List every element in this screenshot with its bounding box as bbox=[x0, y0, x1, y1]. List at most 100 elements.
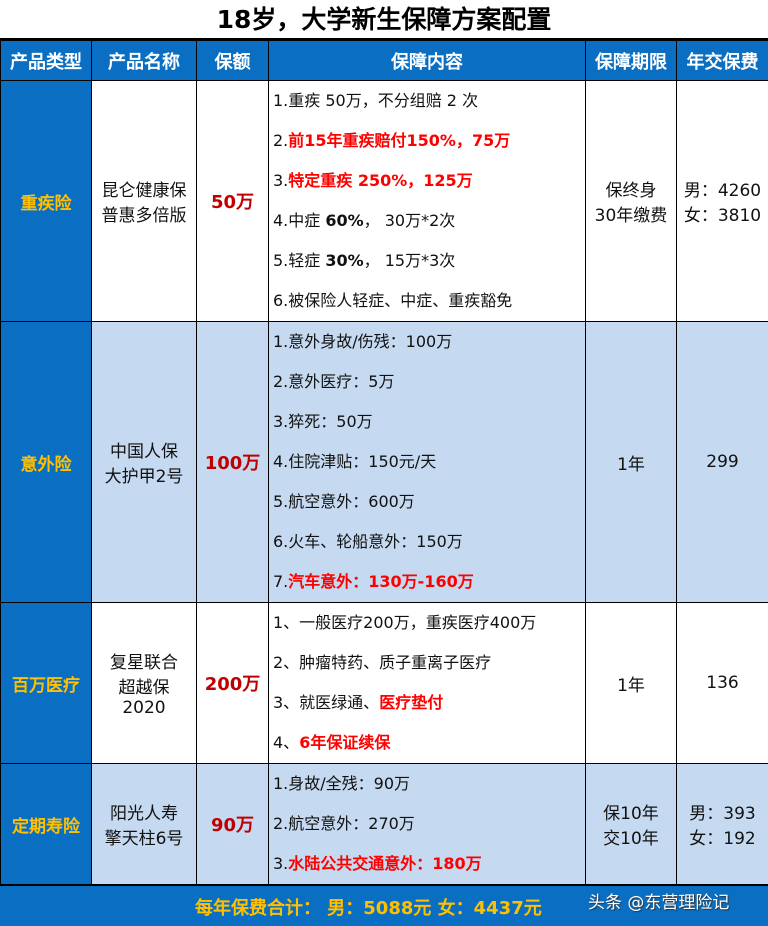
coverage-text: 水陆公共交通意外：180万 bbox=[288, 854, 481, 873]
coverage-text: 2、肿瘤特药、质子重离子医疗 bbox=[273, 653, 491, 672]
term-line: 30年缴费 bbox=[586, 201, 676, 226]
coverage-text: 3. bbox=[273, 854, 288, 873]
coverage-item: 7.汽车意外：130万-160万 bbox=[273, 562, 585, 602]
coverage-text: ， 15万*3次 bbox=[364, 251, 456, 270]
product-name-line: 2020 bbox=[92, 698, 196, 718]
page-title: 18岁，大学新生保障方案配置 bbox=[0, 0, 768, 40]
product-name-line: 大护甲2号 bbox=[92, 462, 196, 487]
coverage-item: 3.水陆公共交通意外：180万 bbox=[273, 844, 585, 884]
annual-total: 每年保费合计： 男：5088元 女：4437元 bbox=[195, 894, 542, 920]
coverage-text: 特定重疾 250%，125万 bbox=[288, 171, 472, 190]
term-line: 保10年 bbox=[586, 799, 676, 824]
header-row: 产品类型产品名称保额保障内容保障期限年交保费 bbox=[1, 41, 768, 81]
premium-line: 男：393 bbox=[677, 799, 768, 824]
term-line: 交10年 bbox=[586, 824, 676, 849]
coverage-amount: 90万 bbox=[197, 764, 269, 885]
coverage-amount: 50万 bbox=[197, 81, 269, 322]
product-name-line: 昆仑健康保 bbox=[92, 176, 196, 201]
coverage-text: 2.航空意外：270万 bbox=[273, 814, 415, 833]
annual-premium: 299 bbox=[677, 322, 768, 603]
coverage-text: 30% bbox=[325, 251, 363, 270]
coverage-item: 4.中症 60%， 30万*2次 bbox=[273, 201, 585, 241]
coverage-text: 60% bbox=[325, 211, 363, 230]
coverage-text: 前15年重疾赔付150%，75万 bbox=[288, 131, 510, 150]
watermark: 头条 @东营理险记 bbox=[588, 888, 729, 913]
coverage-content: 1.身故/全残：90万 2.航空意外：270万 3.水陆公共交通意外：180万 bbox=[269, 764, 586, 885]
premium-line: 136 bbox=[677, 673, 768, 693]
coverage-text: 5.轻症 bbox=[273, 251, 325, 270]
coverage-text: 2. bbox=[273, 131, 288, 150]
column-header: 产品名称 bbox=[92, 41, 197, 81]
coverage-text: 2.意外医疗：5万 bbox=[273, 372, 394, 391]
column-header: 年交保费 bbox=[677, 41, 768, 81]
coverage-text: 4.住院津贴：150元/天 bbox=[273, 452, 436, 471]
coverage-item: 4.住院津贴：150元/天 bbox=[273, 442, 585, 482]
coverage-item: 2.航空意外：270万 bbox=[273, 804, 585, 844]
column-header: 保障期限 bbox=[586, 41, 677, 81]
coverage-item: 1.身故/全残：90万 bbox=[273, 764, 585, 804]
column-header: 保障内容 bbox=[269, 41, 586, 81]
coverage-text: 3. bbox=[273, 171, 288, 190]
coverage-text: 4、 bbox=[273, 733, 299, 752]
product-name: 中国人保大护甲2号 bbox=[92, 322, 197, 603]
premium-line: 女：3810 bbox=[677, 201, 768, 226]
product-name-line: 擎天柱6号 bbox=[92, 824, 196, 849]
coverage-text: 3、就医绿通、 bbox=[273, 693, 379, 712]
annual-premium: 136 bbox=[677, 603, 768, 764]
term-line: 1年 bbox=[586, 671, 676, 696]
coverage-text: 1.重疾 50万，不分组赔 2 次 bbox=[273, 91, 478, 110]
coverage-item: 6.被保险人轻症、中症、重疾豁免 bbox=[273, 281, 585, 321]
premium-line: 男：4260 bbox=[677, 176, 768, 201]
coverage-text: 1.身故/全残：90万 bbox=[273, 774, 410, 793]
product-type: 意外险 bbox=[1, 322, 92, 603]
coverage-term: 1年 bbox=[586, 322, 677, 603]
coverage-text: 5.航空意外：600万 bbox=[273, 492, 415, 511]
premium-line: 女：192 bbox=[677, 824, 768, 849]
coverage-item: 6.火车、轮船意外：150万 bbox=[273, 522, 585, 562]
coverage-amount: 100万 bbox=[197, 322, 269, 603]
premium-line: 299 bbox=[677, 452, 768, 472]
coverage-amount: 200万 bbox=[197, 603, 269, 764]
coverage-text: ， 30万*2次 bbox=[364, 211, 456, 230]
coverage-text: 3.猝死：50万 bbox=[273, 412, 373, 431]
product-name: 昆仑健康保普惠多倍版 bbox=[92, 81, 197, 322]
coverage-item: 2.前15年重疾赔付150%，75万 bbox=[273, 121, 585, 161]
coverage-item: 4、6年保证续保 bbox=[273, 723, 585, 763]
coverage-item: 2、肿瘤特药、质子重离子医疗 bbox=[273, 643, 585, 683]
coverage-text: 1.意外身故/伤残：100万 bbox=[273, 332, 452, 351]
coverage-item: 3.猝死：50万 bbox=[273, 402, 585, 442]
coverage-text: 6年保证续保 bbox=[299, 733, 390, 752]
term-line: 保终身 bbox=[586, 176, 676, 201]
coverage-term: 保10年交10年 bbox=[586, 764, 677, 885]
coverage-item: 5.轻症 30%， 15万*3次 bbox=[273, 241, 585, 281]
coverage-item: 1、一般医疗200万，重疾医疗400万 bbox=[273, 603, 585, 643]
coverage-text: 7. bbox=[273, 572, 288, 591]
term-line: 1年 bbox=[586, 450, 676, 475]
product-name: 阳光人寿擎天柱6号 bbox=[92, 764, 197, 885]
product-name-line: 超越保 bbox=[92, 673, 196, 698]
coverage-text: 4.中症 bbox=[273, 211, 325, 230]
product-name-line: 中国人保 bbox=[92, 437, 196, 462]
product-type: 重疾险 bbox=[1, 81, 92, 322]
product-type: 定期寿险 bbox=[1, 764, 92, 885]
coverage-item: 3、就医绿通、医疗垫付 bbox=[273, 683, 585, 723]
coverage-item: 1.重疾 50万，不分组赔 2 次 bbox=[273, 81, 585, 121]
coverage-content: 1.重疾 50万，不分组赔 2 次 2.前15年重疾赔付150%，75万 3.特定重… bbox=[269, 81, 586, 322]
product-name-line: 复星联合 bbox=[92, 648, 196, 673]
coverage-content: 1.意外身故/伤残：100万 2.意外医疗：5万 3.猝死：50万 4.住院津贴：15… bbox=[269, 322, 586, 603]
coverage-text: 6.被保险人轻症、中症、重疾豁免 bbox=[273, 291, 512, 310]
product-type: 百万医疗 bbox=[1, 603, 92, 764]
product-name-line: 阳光人寿 bbox=[92, 799, 196, 824]
coverage-item: 2.意外医疗：5万 bbox=[273, 362, 585, 402]
coverage-item: 1.意外身故/伤残：100万 bbox=[273, 322, 585, 362]
footer: 每年保费合计： 男：5088元 女：4437元 头条 @东营理险记 bbox=[0, 885, 768, 926]
